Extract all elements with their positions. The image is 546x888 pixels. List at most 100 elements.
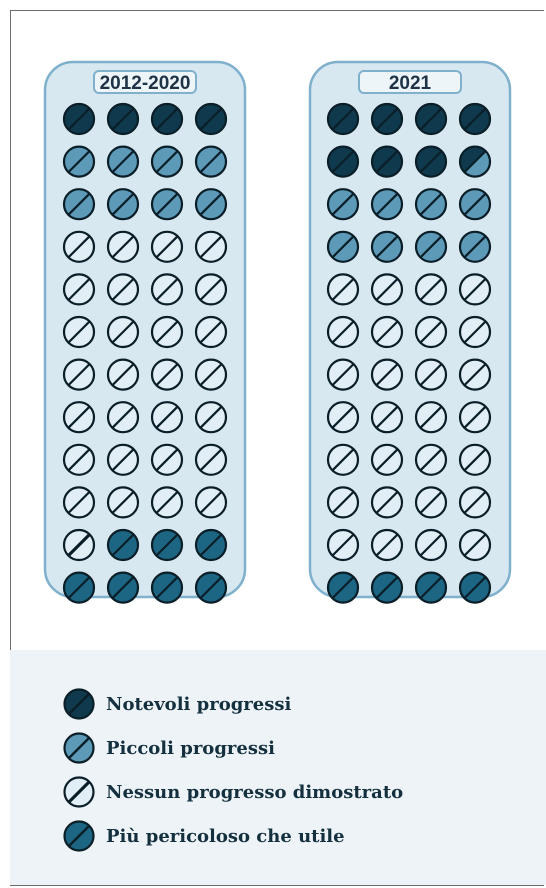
- icon-nessuno: [458, 443, 492, 476]
- icon-nessuno: [106, 401, 140, 434]
- icon-piccoli: [370, 188, 404, 221]
- pictogram-chart: 2012-2020 2021: [43, 60, 512, 604]
- icon-notevoli: [370, 145, 404, 178]
- icon-notevoli: [150, 102, 184, 136]
- icon-piccoli: [62, 188, 96, 221]
- icon-nessuno: [150, 401, 184, 434]
- icon-piccoli: [370, 230, 404, 263]
- icon-nessuno: [370, 315, 404, 349]
- icon-notevoli: [106, 102, 140, 136]
- icon-nessuno: [370, 273, 404, 306]
- icon-pericoloso: [414, 571, 448, 604]
- icon-nessuno: [194, 273, 228, 306]
- legend-swatch-notevoli: [63, 688, 95, 720]
- icon-piccoli: [414, 230, 448, 263]
- icon-nessuno: [458, 401, 492, 434]
- icon-nessuno: [458, 315, 492, 349]
- icon-nessuno: [370, 486, 404, 519]
- icon-piccoli: [106, 145, 140, 178]
- icon-pericoloso: [370, 571, 404, 604]
- icon-nessuno: [458, 486, 492, 519]
- icon-nessuno: [414, 358, 448, 391]
- icon-nessuno: [150, 230, 184, 263]
- icon-nessuno: [370, 358, 404, 391]
- icon-nessuno: [194, 443, 228, 476]
- icon-nessuno: [326, 528, 360, 562]
- panel-title: 2021: [389, 73, 432, 94]
- icon-nessuno: [326, 486, 360, 519]
- icon-piccoli: [326, 188, 360, 221]
- icon-nessuno: [106, 358, 140, 391]
- legend-swatch-nessuno: [63, 776, 95, 808]
- icon-nessuno: [326, 401, 360, 434]
- legend-item-nessuno: Nessun progresso dimostrato: [62, 775, 403, 809]
- icon-nessuno: [106, 230, 140, 263]
- icon-piccoli: [414, 188, 448, 221]
- icon-pericoloso: [326, 571, 360, 604]
- icon-nessuno: [414, 401, 448, 434]
- panel-background: [43, 60, 247, 599]
- icon-piccoli: [62, 145, 96, 178]
- icon-nessuno: [106, 486, 140, 519]
- icon-nessuno: [326, 315, 360, 349]
- icon-notevoli: [62, 102, 96, 136]
- panel-title-box: [358, 70, 462, 94]
- icon-piccoli: [150, 188, 184, 221]
- icon-nessuno: [370, 443, 404, 476]
- icon-nessuno: [414, 528, 448, 562]
- icon-pericoloso: [458, 571, 492, 604]
- icon-nessuno: [150, 443, 184, 476]
- icon-pericoloso: [150, 528, 184, 562]
- icon-nessuno: [106, 315, 140, 349]
- icon-nessuno: [414, 273, 448, 306]
- panel-1: 2021: [308, 60, 512, 604]
- icon-nessuno: [370, 401, 404, 434]
- icon-pericoloso: [106, 528, 140, 562]
- legend-label-piccoli: Piccoli progressi: [106, 737, 275, 759]
- icon-nessuno: [458, 358, 492, 391]
- icon-nessuno: [326, 273, 360, 306]
- legend-swatch-piccoli: [63, 732, 95, 764]
- legend-label-nessuno: Nessun progresso dimostrato: [106, 781, 404, 803]
- icon-pericoloso: [106, 571, 140, 604]
- icon-nessuno: [62, 358, 96, 391]
- icon-nessuno: [150, 273, 184, 306]
- legend-label-notevoli: Notevoli progressi: [106, 693, 292, 715]
- icon-nessuno: [62, 528, 96, 562]
- icon-piccoli: [106, 188, 140, 221]
- icon-nessuno: [414, 443, 448, 476]
- icon-nessuno: [150, 315, 184, 349]
- icon-nessuno: [62, 401, 96, 434]
- icon-notevoli-piccoli: [458, 145, 492, 178]
- icon-notevoli: [414, 102, 448, 136]
- legend-item-pericoloso: Più pericoloso che utile: [62, 819, 345, 853]
- icon-nessuno: [458, 528, 492, 562]
- icon-pericoloso: [150, 571, 184, 604]
- panel-title-box: [93, 70, 197, 94]
- icon-pericoloso: [194, 571, 228, 604]
- icon-nessuno: [458, 273, 492, 306]
- icon-piccoli: [458, 230, 492, 263]
- legend-swatch-pericoloso: [63, 820, 95, 852]
- icon-pericoloso: [62, 571, 96, 604]
- icon-nessuno: [106, 273, 140, 306]
- icon-nessuno: [62, 273, 96, 306]
- icon-notevoli: [370, 102, 404, 136]
- icon-piccoli: [194, 188, 228, 221]
- icon-nessuno: [194, 486, 228, 519]
- icon-nessuno: [194, 401, 228, 434]
- icon-nessuno: [150, 358, 184, 391]
- icon-nessuno: [62, 486, 96, 519]
- icon-notevoli: [326, 102, 360, 136]
- icon-nessuno: [414, 315, 448, 349]
- icon-nessuno: [62, 230, 96, 263]
- icon-piccoli: [194, 145, 228, 178]
- icon-piccoli: [150, 145, 184, 178]
- panel-0: 2012-2020: [43, 60, 247, 604]
- icon-piccoli: [458, 188, 492, 221]
- icon-pericoloso: [194, 528, 228, 562]
- icon-nessuno: [106, 443, 140, 476]
- icon-nessuno: [370, 528, 404, 562]
- icon-notevoli: [194, 102, 228, 136]
- legend-label-pericoloso: Più pericoloso che utile: [106, 825, 345, 847]
